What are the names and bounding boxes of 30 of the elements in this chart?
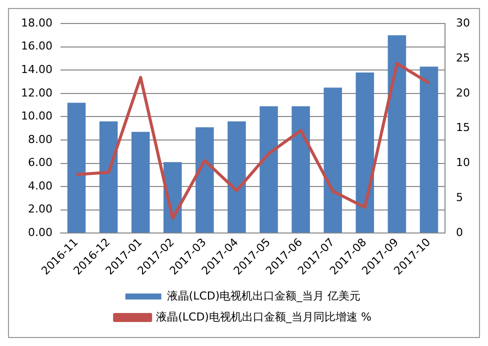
bar bbox=[260, 106, 278, 233]
bar bbox=[228, 121, 246, 233]
bar bbox=[388, 35, 406, 233]
y2-tick-label: 20 bbox=[456, 86, 470, 100]
y2-tick-label: 0 bbox=[456, 226, 464, 240]
bar bbox=[67, 102, 86, 233]
y-tick-label: 6.00 bbox=[28, 156, 52, 170]
y-tick-label: 14.00 bbox=[20, 63, 52, 76]
bar bbox=[356, 72, 374, 233]
legend-label: 液晶(LCD)电视机出口金额_当月 亿美元 bbox=[166, 289, 361, 302]
bar bbox=[99, 121, 118, 233]
bar bbox=[324, 88, 342, 233]
y-tick-label: 10.00 bbox=[20, 110, 52, 123]
y2-tick-label: 25 bbox=[456, 51, 470, 64]
y-tick-label: 4.00 bbox=[28, 179, 52, 192]
y2-tick-label: 15 bbox=[456, 121, 470, 134]
bar bbox=[292, 106, 310, 233]
y-tick-label: 0.00 bbox=[28, 226, 52, 240]
bar bbox=[420, 66, 438, 233]
bar bbox=[196, 127, 214, 233]
y-tick-label: 2.00 bbox=[28, 202, 52, 216]
y-tick-label: 8.00 bbox=[28, 132, 52, 146]
bar bbox=[131, 132, 150, 233]
legend-label: 液晶(LCD)电视机出口金额_当月同比增速 % bbox=[156, 310, 372, 324]
y-tick-label: 18.00 bbox=[20, 16, 52, 30]
y-tick-label: 16.00 bbox=[20, 40, 52, 53]
y2-tick-label: 5 bbox=[456, 191, 464, 204]
y2-tick-label: 30 bbox=[456, 16, 470, 30]
y2-tick-label: 10 bbox=[456, 156, 470, 170]
y-tick-label: 12.00 bbox=[20, 86, 52, 100]
